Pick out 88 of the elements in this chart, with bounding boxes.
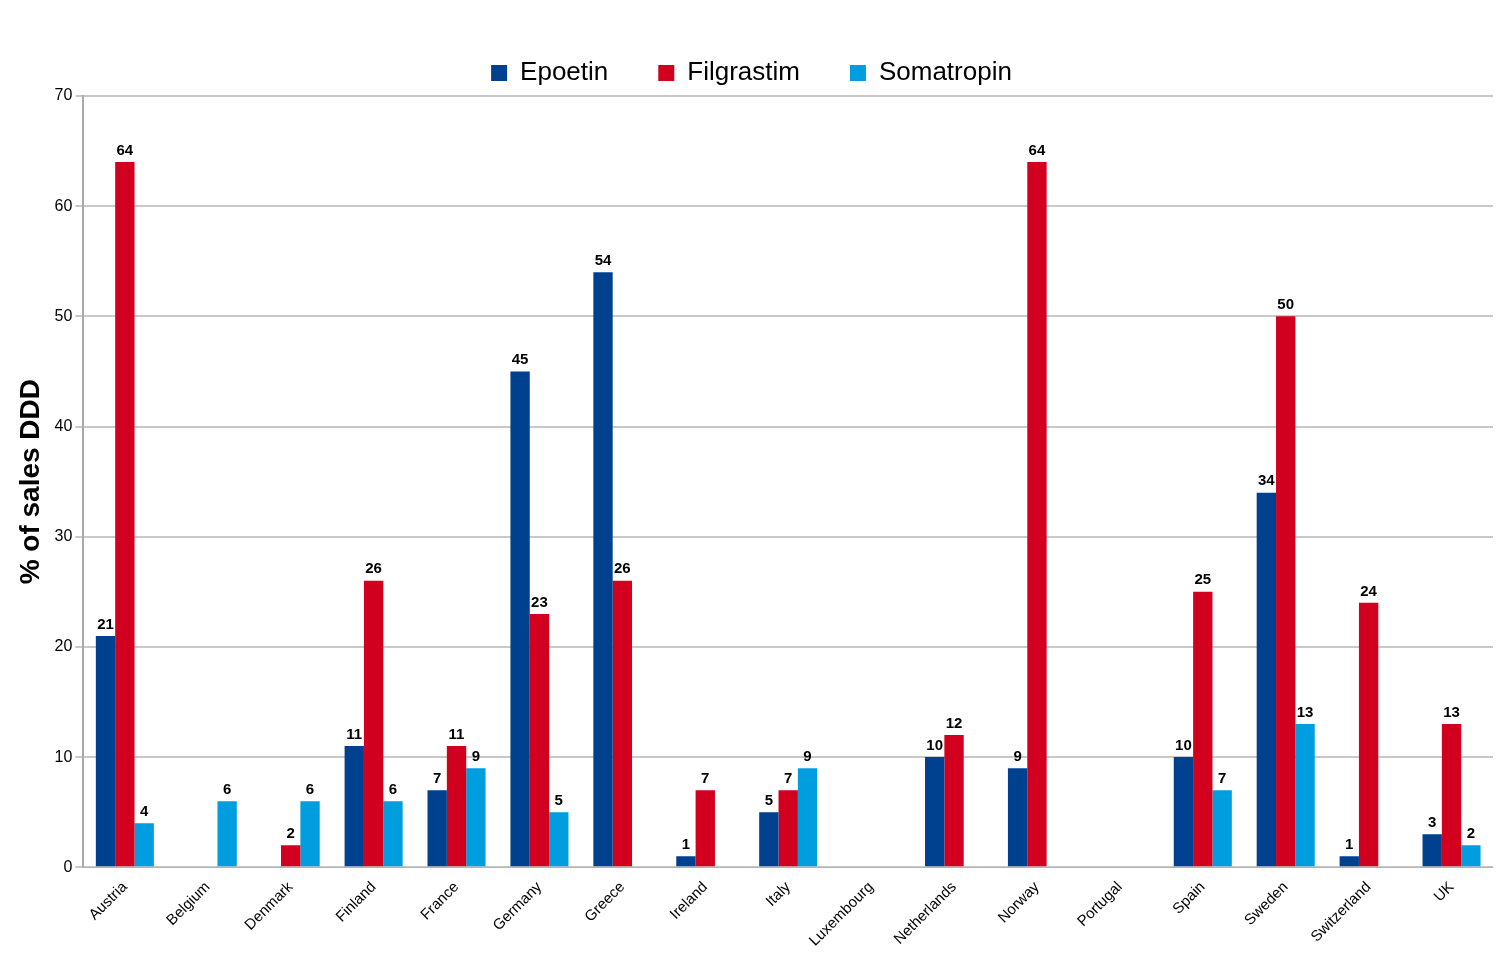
bar [427, 790, 447, 867]
data-label: 54 [594, 250, 613, 268]
bar [676, 856, 696, 867]
bar [1422, 834, 1442, 867]
y-tick-label: 10 [54, 747, 73, 765]
bar [529, 613, 550, 867]
data-label: 5 [764, 790, 774, 808]
bar [1358, 602, 1379, 867]
y-axis-title: % of sales DDD [13, 378, 45, 585]
data-label: 9 [1013, 746, 1022, 764]
bar [115, 162, 135, 867]
bar [593, 272, 613, 867]
legend-label: Epoetin [520, 56, 609, 87]
x-tick-label: UK [1429, 877, 1457, 905]
bar [797, 768, 818, 867]
bar [95, 635, 116, 867]
data-label: 34 [1258, 471, 1276, 489]
bar [944, 735, 964, 867]
legend-label: Filgrastim [687, 56, 800, 87]
bar [217, 801, 237, 867]
legend-label: Somatropin [878, 56, 1012, 87]
data-label: 64 [116, 140, 134, 158]
data-label: 6 [222, 779, 232, 797]
y-tick-label: 40 [54, 416, 73, 434]
bar [1441, 724, 1462, 867]
bar [778, 790, 798, 867]
data-label: 6 [305, 779, 315, 797]
data-label: 5 [554, 790, 563, 808]
bar [549, 812, 569, 867]
data-label: 9 [471, 746, 481, 764]
data-label: 50 [1277, 295, 1295, 313]
bar [759, 812, 779, 867]
y-tick-label: 70 [54, 86, 73, 104]
bar [925, 757, 945, 867]
bar [1276, 316, 1296, 867]
y-tick-label: 0 [63, 857, 73, 875]
data-label: 23 [531, 592, 548, 610]
data-label: 21 [97, 614, 114, 632]
data-label: 11 [346, 724, 363, 742]
data-label: 13 [1296, 702, 1314, 720]
bar [363, 580, 384, 867]
data-label: 6 [388, 779, 398, 797]
bar [281, 845, 301, 867]
bar [612, 580, 633, 867]
bar [1295, 724, 1315, 867]
bar [466, 768, 486, 867]
data-label: 1 [1345, 834, 1354, 852]
data-label: 45 [511, 350, 529, 368]
x-tick-label: Italy [761, 877, 794, 910]
bar [383, 801, 403, 867]
data-label: 12 [945, 713, 963, 731]
y-tick-label: 60 [54, 196, 73, 214]
data-label: 64 [1028, 140, 1046, 158]
data-label: 13 [1443, 702, 1460, 720]
data-label: 7 [701, 768, 710, 786]
data-label: 10 [1175, 735, 1192, 753]
bar [300, 801, 320, 867]
bar [446, 746, 467, 867]
bar [510, 371, 530, 867]
bar [134, 823, 154, 867]
data-label: 3 [1428, 812, 1437, 830]
data-label: 7 [784, 768, 793, 786]
bar [1007, 768, 1028, 867]
bar [1461, 845, 1481, 867]
bar [695, 790, 715, 867]
bar [1339, 856, 1359, 867]
data-label: 1 [681, 834, 691, 852]
data-label: 7 [433, 768, 442, 786]
data-label: 4 [140, 801, 150, 819]
bar [1256, 492, 1277, 867]
data-label: 26 [614, 559, 631, 577]
bar [1212, 790, 1232, 867]
data-label: 11 [448, 724, 465, 742]
y-tick-label: 30 [54, 527, 73, 545]
y-tick-label: 20 [54, 637, 73, 655]
data-label: 9 [803, 746, 812, 764]
data-label: 24 [1360, 581, 1378, 599]
bar [1173, 757, 1194, 867]
data-label: 25 [1194, 570, 1212, 588]
data-label: 26 [365, 559, 382, 577]
bar [344, 746, 364, 867]
data-label: 7 [1217, 768, 1227, 786]
data-label: 10 [926, 735, 944, 753]
bar [1193, 591, 1213, 867]
data-label: 2 [1466, 823, 1476, 841]
y-tick-label: 50 [54, 306, 73, 324]
data-label: 2 [286, 823, 295, 841]
bar [1027, 162, 1047, 867]
